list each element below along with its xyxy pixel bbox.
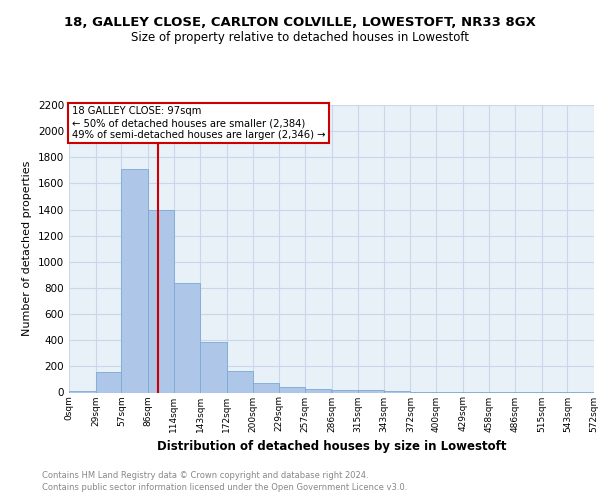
Bar — [173, 284, 200, 393]
Bar — [69, 390, 95, 392]
Bar — [305, 389, 331, 392]
Bar — [279, 386, 305, 392]
Bar — [95, 372, 121, 392]
Bar — [253, 382, 279, 392]
Bar — [200, 342, 227, 392]
Text: 18 GALLEY CLOSE: 97sqm
← 50% of detached houses are smaller (2,384)
49% of semi-: 18 GALLEY CLOSE: 97sqm ← 50% of detached… — [71, 106, 325, 140]
Bar — [358, 390, 384, 392]
Bar — [227, 371, 253, 392]
Bar — [121, 169, 148, 392]
Bar — [331, 390, 358, 392]
X-axis label: Distribution of detached houses by size in Lowestoft: Distribution of detached houses by size … — [157, 440, 506, 453]
Text: Size of property relative to detached houses in Lowestoft: Size of property relative to detached ho… — [131, 31, 469, 44]
Text: Contains HM Land Registry data © Crown copyright and database right 2024.: Contains HM Land Registry data © Crown c… — [42, 472, 368, 480]
Bar — [384, 391, 410, 392]
Bar — [148, 210, 173, 392]
Y-axis label: Number of detached properties: Number of detached properties — [22, 161, 32, 336]
Text: 18, GALLEY CLOSE, CARLTON COLVILLE, LOWESTOFT, NR33 8GX: 18, GALLEY CLOSE, CARLTON COLVILLE, LOWE… — [64, 16, 536, 29]
Text: Contains public sector information licensed under the Open Government Licence v3: Contains public sector information licen… — [42, 483, 407, 492]
